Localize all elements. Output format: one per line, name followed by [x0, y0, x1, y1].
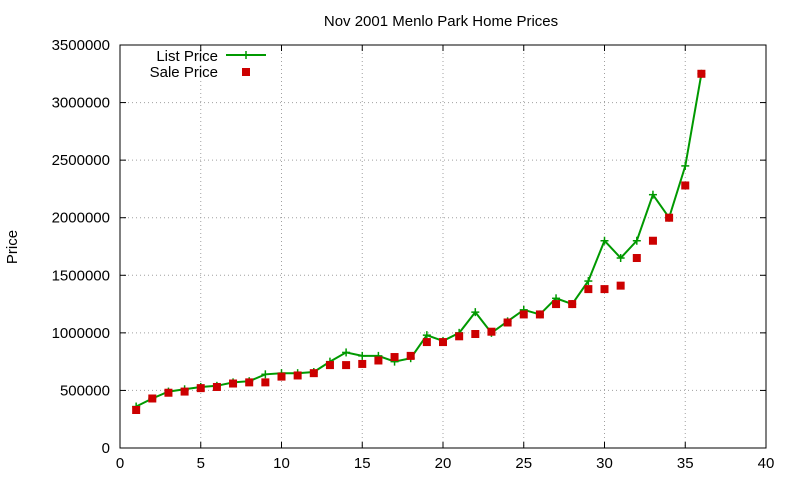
- sale-price-point: [277, 372, 286, 381]
- y-tick-label: 1000000: [52, 325, 110, 342]
- series-layer: [132, 69, 706, 415]
- y-tick-label: 1500000: [52, 267, 110, 284]
- sale-price-point: [293, 371, 302, 380]
- legend-label-list-price: List Price: [156, 48, 218, 65]
- sale-price-point: [487, 327, 496, 336]
- sale-price-point: [229, 379, 238, 388]
- sale-price-point: [616, 281, 625, 290]
- sale-price-point: [697, 69, 706, 78]
- x-tick-label: 35: [677, 455, 694, 472]
- list-price-point: [616, 254, 625, 263]
- list-price-point: [648, 190, 657, 199]
- sale-price-point: [261, 378, 270, 387]
- list-price-point: [632, 236, 641, 245]
- sale-price-point: [600, 285, 609, 294]
- sale-price-point: [471, 330, 480, 339]
- x-tick-label: 25: [515, 455, 532, 472]
- x-tick-label: 20: [435, 455, 452, 472]
- sale-price-point: [342, 361, 351, 370]
- sale-price-point: [584, 285, 593, 294]
- sale-price-point: [568, 300, 577, 309]
- list-price-point: [584, 277, 593, 286]
- x-tick-label: 15: [354, 455, 371, 472]
- sale-price-point: [422, 338, 431, 347]
- list-price-point: [342, 348, 351, 357]
- sale-price-point: [358, 359, 367, 368]
- legend-sample-sale-price-square: [242, 68, 250, 76]
- sale-price-point: [309, 369, 318, 378]
- sale-price-point: [632, 254, 641, 263]
- list-price-point: [261, 370, 270, 379]
- y-axis-label: Price: [4, 230, 21, 264]
- sale-price-point: [503, 318, 512, 327]
- sale-price-point: [648, 236, 657, 245]
- legend-label-sale-price: Sale Price: [150, 64, 218, 81]
- x-tick-label: 30: [596, 455, 613, 472]
- chart-title: Nov 2001 Menlo Park Home Prices: [324, 13, 558, 30]
- x-tick-label: 5: [197, 455, 205, 472]
- x-tick-label: 10: [273, 455, 290, 472]
- y-tick-label: 3000000: [52, 95, 110, 112]
- sale-price-point: [132, 406, 141, 415]
- y-tick-label: 2000000: [52, 210, 110, 227]
- sale-price-point: [681, 181, 690, 190]
- sale-price-point: [439, 338, 447, 347]
- sale-price-point: [374, 356, 383, 365]
- list-price-point: [600, 236, 609, 245]
- sale-price-point: [148, 394, 157, 403]
- list-price-point: [358, 351, 367, 360]
- y-tick-label: 0: [102, 440, 110, 457]
- y-tick-label: 500000: [60, 382, 110, 399]
- legend: List Price Sale Price: [150, 48, 266, 81]
- sale-price-point: [245, 378, 254, 387]
- list-price-point: [681, 161, 690, 170]
- sale-price-point: [212, 382, 221, 391]
- sale-price-point: [665, 213, 674, 222]
- sale-price-point: [325, 361, 334, 370]
- sale-price-point: [390, 353, 399, 362]
- sale-price-point: [180, 387, 189, 396]
- list-price-point: [471, 308, 480, 317]
- list-price-line: [135, 73, 703, 408]
- sale-price-point: [519, 310, 528, 319]
- sale-price-point: [552, 300, 561, 309]
- sale-price-point: [406, 351, 415, 360]
- y-tick-label: 2500000: [52, 152, 110, 169]
- sale-price-point: [535, 310, 544, 319]
- y-tick-label: 3500000: [52, 37, 110, 54]
- list-price-point: [422, 331, 431, 340]
- plot-frame: [119, 44, 767, 449]
- x-tick-label: 0: [116, 455, 124, 472]
- sale-price-point: [196, 384, 205, 393]
- axis-ticks: 0 5 10 15 20 25 30 35 40 0 500000 1000000 1500000 200…: [52, 37, 775, 472]
- x-tick-label: 40: [758, 455, 775, 472]
- sale-price-point: [455, 332, 464, 341]
- sale-price-point: [164, 388, 173, 397]
